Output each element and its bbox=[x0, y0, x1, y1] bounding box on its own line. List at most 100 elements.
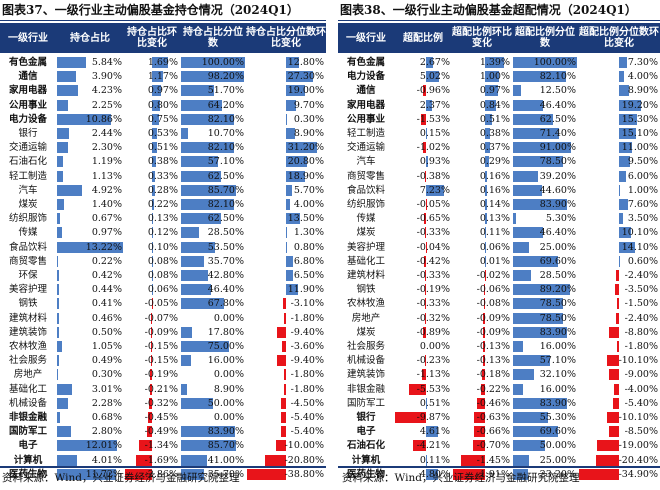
data-cell: -2.40% bbox=[578, 312, 660, 325]
positive-bar bbox=[513, 142, 572, 154]
cell-value: -0.07% bbox=[144, 312, 178, 324]
cell-value: 82.10% bbox=[207, 199, 244, 210]
data-cell: 2.67% bbox=[394, 56, 452, 69]
table-row: 非银金融 0.68% -0.45% 0.00% -5.40% bbox=[0, 411, 326, 424]
cell-value: -3.10% bbox=[290, 298, 324, 310]
industry-name: 家用电器 bbox=[8, 85, 47, 97]
negative-bar bbox=[483, 326, 485, 338]
table-row: 有色金属 5.84% 1.69% 100.00% 12.80% bbox=[0, 56, 326, 69]
column-header: 一级行业 bbox=[8, 32, 48, 44]
cell-value: -0.33% bbox=[416, 270, 450, 281]
negative-bar bbox=[125, 468, 152, 480]
data-cell: 32.10% bbox=[512, 368, 578, 381]
data-cell: -0.09% bbox=[124, 326, 180, 339]
negative-bar bbox=[616, 312, 619, 324]
data-cell: 82.10% bbox=[180, 198, 246, 211]
data-cell: 75.00% bbox=[180, 340, 246, 353]
cell-value: 20.80% bbox=[287, 156, 324, 168]
cell-value: 44.60% bbox=[539, 184, 576, 196]
cell-value: 12.80% bbox=[287, 57, 324, 68]
data-cell: 6.50% bbox=[246, 269, 326, 282]
positive-bar bbox=[152, 156, 156, 168]
negative-bar bbox=[284, 383, 286, 395]
table-row: 公用事业 2.25% 0.80% 64.20% 9.70% bbox=[0, 99, 326, 112]
positive-bar bbox=[513, 355, 550, 367]
left-source-note: 资料来源：Wind，兴业证券经济与金融研究院整理 bbox=[2, 472, 240, 484]
cell-value: -20.80% bbox=[284, 454, 324, 466]
cell-value: -8.50% bbox=[624, 426, 658, 438]
cell-value: 2.67% bbox=[419, 57, 450, 68]
negative-bar bbox=[282, 298, 286, 310]
cell-value: 0.97% bbox=[91, 227, 122, 239]
cell-value: -0.33% bbox=[416, 227, 450, 239]
column-header: 持仓占比分位数环比变化 bbox=[246, 27, 326, 49]
cell-value: -0.13% bbox=[476, 341, 510, 352]
cell-value: -5.40% bbox=[290, 426, 324, 438]
table-row: 环保 0.42% 0.08% 42.80% 6.50% bbox=[0, 269, 326, 282]
cell-value: -1.02% bbox=[416, 142, 450, 154]
negative-bar bbox=[281, 397, 286, 409]
table-row: 电子 4.61% -0.66% 69.60% -8.50% bbox=[338, 425, 660, 438]
positive-bar bbox=[484, 241, 486, 253]
negative-bar bbox=[423, 213, 426, 225]
industry-name: 通信 bbox=[18, 71, 38, 83]
data-cell: 7.30% bbox=[578, 56, 660, 69]
data-cell: -0.04% bbox=[394, 241, 452, 254]
cell-value: -0.15% bbox=[144, 355, 178, 367]
data-cell: 4.00% bbox=[246, 198, 326, 211]
negative-bar bbox=[473, 426, 485, 438]
positive-bar bbox=[57, 241, 123, 253]
data-cell: -0.70% bbox=[452, 439, 512, 452]
positive-bar bbox=[57, 412, 61, 423]
cell-value: 17.80% bbox=[207, 326, 244, 338]
data-cell: 53.50% bbox=[180, 241, 246, 254]
industry-name: 国防军工 bbox=[8, 426, 47, 438]
cell-value: -9.87% bbox=[416, 412, 450, 423]
cell-value: 57.10% bbox=[539, 355, 576, 367]
data-cell: -4.00% bbox=[578, 383, 660, 396]
industry-name: 农林牧渔 bbox=[346, 298, 385, 310]
data-cell: 16.00% bbox=[180, 354, 246, 367]
positive-bar bbox=[57, 184, 82, 196]
positive-bar bbox=[513, 369, 534, 381]
data-cell: 35.70% bbox=[180, 468, 246, 481]
data-cell: 25.00% bbox=[512, 454, 578, 467]
data-cell: 0.60% bbox=[578, 255, 660, 268]
cell-value: -0.38% bbox=[416, 170, 450, 182]
negative-bar bbox=[579, 468, 619, 480]
industry-name: 公用事业 bbox=[8, 99, 47, 111]
data-cell: -8.50% bbox=[578, 425, 660, 438]
data-cell: 42.80% bbox=[180, 269, 246, 282]
cell-value: 32.10% bbox=[539, 369, 576, 381]
column-header: 超配比例分位数环比变化 bbox=[579, 27, 659, 49]
cell-value: 4.00% bbox=[293, 199, 324, 210]
positive-bar bbox=[619, 255, 620, 267]
data-cell: 0.97% bbox=[56, 226, 124, 239]
data-cell: 67.80% bbox=[180, 297, 246, 310]
cell-value: 0.12% bbox=[147, 227, 178, 239]
positive-bar bbox=[57, 71, 77, 83]
data-cell: 69.60% bbox=[512, 425, 578, 438]
table-row: 石油石化 -4.21% -0.70% 50.00% -19.00% bbox=[338, 439, 660, 452]
cell-value: -0.33% bbox=[416, 298, 450, 310]
data-cell: 7.60% bbox=[578, 198, 660, 211]
negative-bar bbox=[280, 412, 286, 423]
cell-value: -2.86% bbox=[144, 468, 178, 480]
data-cell: 0.67% bbox=[56, 212, 124, 225]
data-cell: 0.08% bbox=[124, 269, 180, 282]
table-row: 轻工制造 1.13% 0.33% 62.50% 18.90% bbox=[0, 170, 326, 183]
positive-bar bbox=[619, 170, 626, 182]
cell-value: -34.90% bbox=[618, 468, 658, 480]
cell-value: -0.23% bbox=[416, 355, 450, 367]
cell-value: 78.50% bbox=[539, 156, 576, 168]
data-cell: -1.91% bbox=[452, 468, 512, 481]
data-cell: 82.10% bbox=[180, 113, 246, 126]
negative-bar bbox=[425, 284, 426, 296]
data-cell: 0.80% bbox=[246, 241, 326, 254]
cell-value: 1.19% bbox=[91, 156, 122, 168]
cell-value: 83.90% bbox=[539, 199, 576, 210]
cell-value: -0.05% bbox=[416, 199, 450, 210]
cell-value: -0.45% bbox=[144, 412, 178, 423]
data-cell: -0.02% bbox=[452, 269, 512, 282]
cell-value: 10.10% bbox=[621, 227, 658, 239]
